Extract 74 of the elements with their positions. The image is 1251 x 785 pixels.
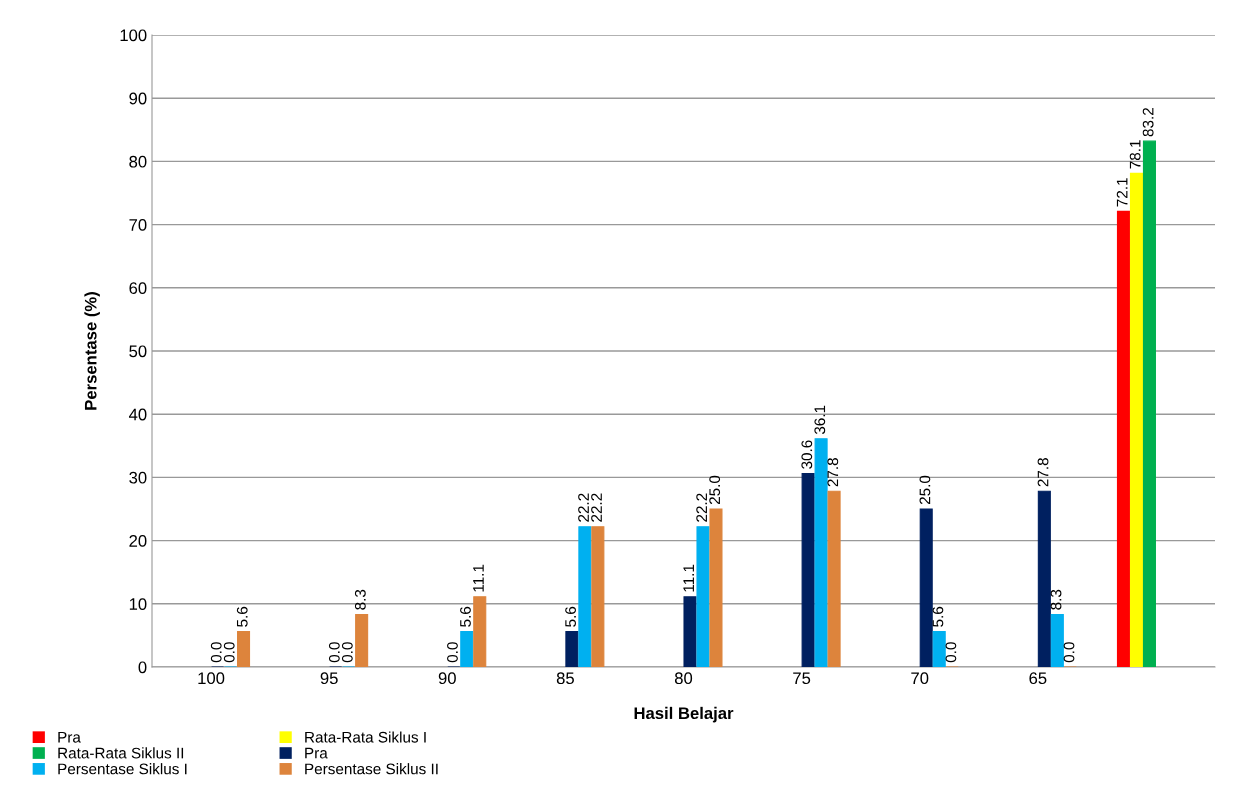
y-tick-label: 0 [138,661,147,674]
data-label: 25.0 [709,475,721,505]
bar [1037,490,1051,667]
y-tick-label: 100 [120,29,147,42]
x-tick-label: 70 [911,672,929,685]
bar [814,438,828,667]
bar [801,473,815,667]
bar [591,526,605,667]
bar [1116,210,1130,667]
legend-label: Persentase Siklus II [305,763,438,775]
data-label: 22.2 [591,493,602,522]
x-tick-label: 65 [1029,672,1047,685]
y-tick-label: 60 [129,282,147,294]
bar [1129,172,1143,667]
data-label: 0.0 [1063,642,1075,663]
y-tick-label: 30 [129,471,147,484]
data-label: 0.0 [223,642,235,663]
y-tick-label: 70 [129,219,147,231]
y-tick-label: 20 [129,535,147,547]
x-tick-label: 80 [674,672,693,685]
data-label: 30.6 [801,440,813,469]
y-axis-title: Persentase (%) [84,292,100,410]
data-label: 5.6 [236,606,248,627]
bar [683,596,697,667]
data-label: 83.2 [1142,108,1154,137]
bar [1050,613,1064,667]
bar [565,631,579,667]
x-tick-label: 75 [793,672,811,685]
legend-label: Rata-Rata Siklus I [305,731,426,743]
data-label: 27.8 [1037,458,1049,487]
legend-label: Pra [58,731,81,743]
data-label: 11.1 [473,564,484,592]
x-tick-label: 100 [198,672,225,685]
data-label: 22.2 [696,493,707,522]
data-label: 8.3 [354,589,366,610]
data-label: 8.3 [1050,589,1062,610]
bar [709,508,723,667]
y-tick-label: 90 [129,92,147,105]
data-label: 22.2 [578,493,589,522]
data-label: 0.0 [210,642,222,663]
data-label: 78.1 [1129,140,1141,169]
x-axis-title: Hasil Belajar [634,706,734,723]
y-tick-label: 50 [129,345,147,358]
data-label: 0.0 [447,642,458,663]
data-label: 5.6 [565,606,576,627]
bar [473,596,487,667]
bar [237,631,251,667]
bar [932,631,946,667]
x-tick-label: 85 [556,672,574,685]
data-label: 0.0 [341,642,353,663]
data-label: 11.1 [683,564,694,592]
legend-label: Pra [305,747,328,759]
y-tick-label: 10 [129,598,147,610]
x-tick-label: 90 [438,672,456,685]
bar [1142,140,1156,667]
data-label: 25.0 [919,475,931,505]
data-label: 0.0 [945,642,957,663]
data-label: 72.1 [1116,178,1128,207]
bar [578,526,592,667]
bar [696,526,710,667]
bar [919,508,933,667]
data-label: 5.6 [460,606,471,627]
x-tick-label: 95 [320,672,338,685]
bar [460,631,474,667]
y-tick-label: 40 [128,408,147,421]
bar [355,613,369,667]
data-label: 36.1 [814,405,826,435]
data-label: 27.8 [827,458,839,487]
y-tick-label: 80 [129,155,147,168]
legend-label: Rata-Rata Siklus II [58,747,184,759]
data-label: 5.6 [932,606,944,627]
bar [827,490,841,667]
legend-label: Persentase Siklus I [58,763,187,775]
data-label: 0.0 [328,642,340,663]
